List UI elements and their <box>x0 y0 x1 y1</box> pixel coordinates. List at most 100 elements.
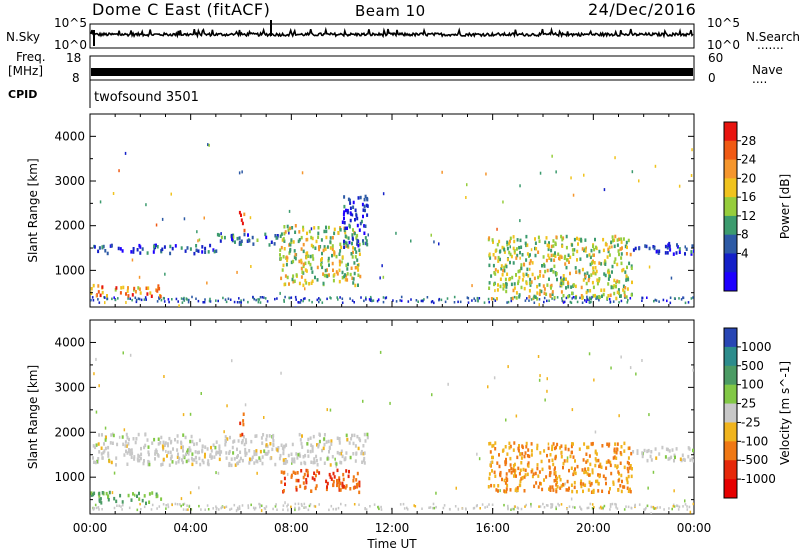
echo-cell <box>136 248 139 252</box>
colorbar-label: Velocity [m s^-1] <box>778 361 792 465</box>
echo-cell <box>146 292 149 296</box>
echo-cell <box>325 487 328 492</box>
clutter-speck <box>560 503 563 506</box>
echo-cell <box>609 274 611 278</box>
echo-cell <box>555 487 558 492</box>
echo-cell <box>97 442 100 446</box>
echo-cell <box>209 243 212 248</box>
scatter-speck <box>519 219 521 223</box>
echo-cell <box>359 195 362 200</box>
echo-cell <box>119 291 122 295</box>
scatter-speck <box>496 227 498 231</box>
echo-cell <box>358 248 361 252</box>
echo-cell <box>284 459 287 463</box>
clutter-speck <box>300 502 303 506</box>
echo-cell <box>497 259 500 263</box>
clutter-speck <box>423 298 425 301</box>
echo-cell <box>590 481 593 486</box>
echo-cell <box>154 457 156 461</box>
echo-cell <box>354 247 357 251</box>
echo-cell <box>331 236 334 240</box>
echo-cell <box>331 247 334 252</box>
echo-cell <box>166 442 169 446</box>
echo-cell <box>494 249 497 253</box>
scatter-speck <box>197 239 199 243</box>
echo-cell <box>502 269 505 273</box>
echo-cell <box>204 445 207 449</box>
echo-cell <box>100 501 103 505</box>
echo-cell <box>346 208 349 213</box>
clutter-speck <box>644 508 646 511</box>
clutter-speck <box>341 297 344 300</box>
clutter-speck <box>344 504 347 507</box>
echo-cell <box>207 459 210 463</box>
echo-cell <box>343 195 346 199</box>
echo-cell <box>531 474 534 479</box>
echo-cell <box>498 453 500 457</box>
echo-cell <box>528 295 531 299</box>
echo-cell <box>673 459 675 463</box>
scatter-speck <box>329 408 332 412</box>
clutter-speck <box>459 300 462 304</box>
clutter-speck <box>156 300 159 303</box>
echo-cell <box>309 254 312 259</box>
echo-cell <box>685 247 688 251</box>
echo-cell <box>693 455 694 459</box>
clutter-speck <box>682 296 685 300</box>
echo-cell <box>505 460 508 465</box>
echo-cell <box>522 467 525 472</box>
echo-cell <box>615 284 617 289</box>
echo-cell <box>236 461 239 466</box>
echo-cell <box>284 482 286 486</box>
echo-cell <box>503 248 506 252</box>
echo-cell <box>503 265 506 270</box>
echo-cell <box>497 283 499 287</box>
echo-cell <box>320 260 323 265</box>
echo-cell <box>601 444 604 448</box>
echo-cell <box>336 272 339 276</box>
echo-cell <box>155 492 158 496</box>
echo-cell <box>505 264 508 269</box>
echo-cell <box>526 267 529 272</box>
scatter-speck <box>250 265 252 268</box>
echo-cell <box>248 239 251 243</box>
scatter-speck <box>288 231 290 235</box>
echo-cell <box>104 249 107 253</box>
clutter-speck <box>626 301 629 304</box>
echo-cell <box>326 481 329 486</box>
echo-cell <box>363 204 366 209</box>
echo-cell <box>539 270 542 274</box>
echo-cell <box>676 245 679 249</box>
echo-cell <box>519 238 522 243</box>
echo-cell <box>300 266 303 271</box>
echo-cell <box>553 296 556 300</box>
echo-cell <box>195 244 198 248</box>
echo-cell <box>620 237 623 241</box>
colorbar-tick-label: 24 <box>741 153 756 167</box>
echo-cell <box>155 243 157 248</box>
clutter-speck <box>600 505 602 509</box>
echo-cell <box>335 270 338 274</box>
echo-cell <box>298 452 301 456</box>
clutter-speck <box>114 298 117 302</box>
clutter-speck <box>510 508 512 511</box>
clutter-speck <box>609 503 612 506</box>
echo-cell <box>283 231 286 236</box>
clutter-speck <box>300 299 302 302</box>
echo-cell <box>107 494 110 498</box>
echo-cell <box>137 432 140 437</box>
echo-cell <box>554 251 556 255</box>
echo-cell <box>329 240 332 244</box>
echo-cell <box>620 252 623 256</box>
freq-tick-top: 18 <box>66 51 82 65</box>
clutter-speck <box>230 507 233 511</box>
echo-cell <box>201 444 204 448</box>
echo-cell <box>530 442 533 446</box>
echo-cell <box>517 466 520 471</box>
echo-cell <box>326 457 329 461</box>
clutter-speck <box>171 298 173 301</box>
echo-cell <box>594 237 596 242</box>
clutter-speck <box>530 502 532 506</box>
echo-cell <box>542 284 545 288</box>
clutter-speck <box>403 507 406 510</box>
